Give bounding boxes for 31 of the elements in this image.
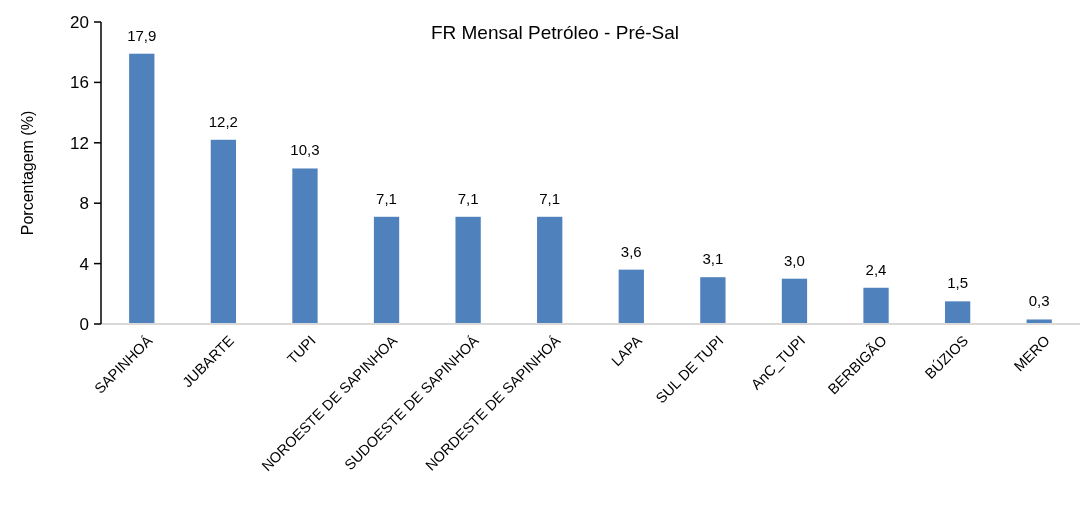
data-label: 1,5 bbox=[947, 274, 969, 292]
bar bbox=[700, 277, 726, 324]
bar bbox=[863, 287, 889, 324]
bar bbox=[292, 168, 318, 324]
data-label: 17,9 bbox=[127, 26, 157, 44]
data-label: 12,2 bbox=[208, 112, 238, 130]
data-label: 3,6 bbox=[620, 242, 642, 260]
data-label: 7,1 bbox=[457, 189, 479, 207]
y-tick-label: 8 bbox=[79, 194, 89, 214]
data-label: 0,3 bbox=[1028, 292, 1050, 310]
y-tick-label: 12 bbox=[70, 133, 89, 153]
bar bbox=[618, 269, 644, 324]
data-label: 3,0 bbox=[784, 251, 805, 269]
y-axis-title: Porcentagem (%) bbox=[18, 110, 36, 236]
chart-title: FR Mensal Petróleo - Pré-Sal bbox=[430, 21, 680, 43]
bar bbox=[944, 301, 971, 324]
y-tick-label: 0 bbox=[79, 314, 89, 334]
data-label: 7,1 bbox=[539, 189, 561, 207]
y-tick-label: 4 bbox=[79, 254, 89, 274]
y-tick-label: 20 bbox=[70, 12, 89, 32]
bar bbox=[455, 216, 481, 324]
data-label: 3,1 bbox=[702, 250, 724, 268]
data-label: 2,4 bbox=[865, 260, 887, 278]
bar bbox=[781, 278, 808, 324]
bar bbox=[373, 216, 400, 324]
y-tick-label: 16 bbox=[70, 73, 89, 93]
bar bbox=[537, 216, 563, 324]
bar bbox=[129, 53, 155, 324]
data-label: 10,3 bbox=[290, 141, 320, 159]
data-label: 7,1 bbox=[376, 189, 397, 207]
bar bbox=[210, 139, 237, 324]
